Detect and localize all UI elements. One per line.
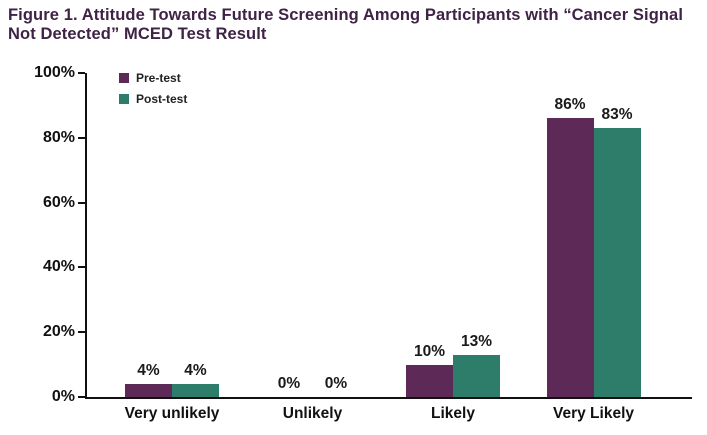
legend-label: Pre-test — [136, 71, 181, 85]
bar-value-label-post-test-very-unlikely: 4% — [184, 362, 207, 380]
bar-post-test-very-likely — [593, 128, 641, 397]
figure-title: Figure 1. Attitude Towards Future Screen… — [8, 6, 684, 44]
bar-value-label-pre-test-very-unlikely: 4% — [137, 362, 160, 380]
x-axis-label-unlikely: Unlikely — [282, 405, 343, 422]
legend-item-post-test: Post-test — [119, 92, 187, 106]
y-tick-label: 80% — [42, 128, 75, 146]
x-axis-label-very-likely: Very Likely — [552, 405, 635, 422]
bar-pre-test-very-unlikely — [125, 384, 172, 397]
bar-post-test-very-unlikely — [172, 384, 219, 397]
bar-value-label-pre-test-unlikely: 0% — [277, 375, 301, 392]
y-tick-mark — [78, 201, 85, 204]
bar-value-label-post-test-very-likely: 83% — [601, 106, 633, 124]
bar-pre-test-very-likely — [546, 118, 594, 397]
legend-label: Post-test — [136, 92, 188, 106]
y-tick-mark — [78, 136, 85, 139]
y-tick-mark — [78, 331, 85, 334]
legend: Pre-test Post-test — [119, 71, 187, 106]
bar-pre-test-likely — [406, 364, 453, 397]
y-tick-mark — [78, 72, 85, 74]
bar-value-label-pre-test-very-likely: 86% — [554, 96, 586, 114]
chart-plot-area: 0% 20% 40% 60% 80% 100% Pre-test Post-test 4% 4… — [34, 64, 692, 422]
y-tick-label: 100% — [34, 64, 75, 81]
bar-post-test-likely — [453, 354, 500, 397]
x-axis-label-likely: Likely — [431, 405, 475, 422]
x-axis-label-very-unlikely: Very unlikely — [124, 405, 220, 422]
bar-value-label-post-test-likely: 13% — [460, 332, 493, 350]
legend-item-pre-test: Pre-test — [119, 71, 187, 85]
legend-swatch-post-test — [119, 94, 129, 104]
y-tick-label: 20% — [42, 323, 75, 341]
y-tick-label: 60% — [42, 193, 75, 211]
legend-swatch-pre-test — [119, 73, 129, 83]
y-tick-label: 0% — [51, 388, 75, 405]
y-tick-mark — [78, 266, 85, 269]
y-tick-mark — [78, 396, 85, 398]
bar-value-label-post-test-unlikely: 0% — [324, 375, 348, 392]
bar-value-label-pre-test-likely: 10% — [413, 342, 446, 360]
y-tick-label: 40% — [42, 258, 75, 276]
